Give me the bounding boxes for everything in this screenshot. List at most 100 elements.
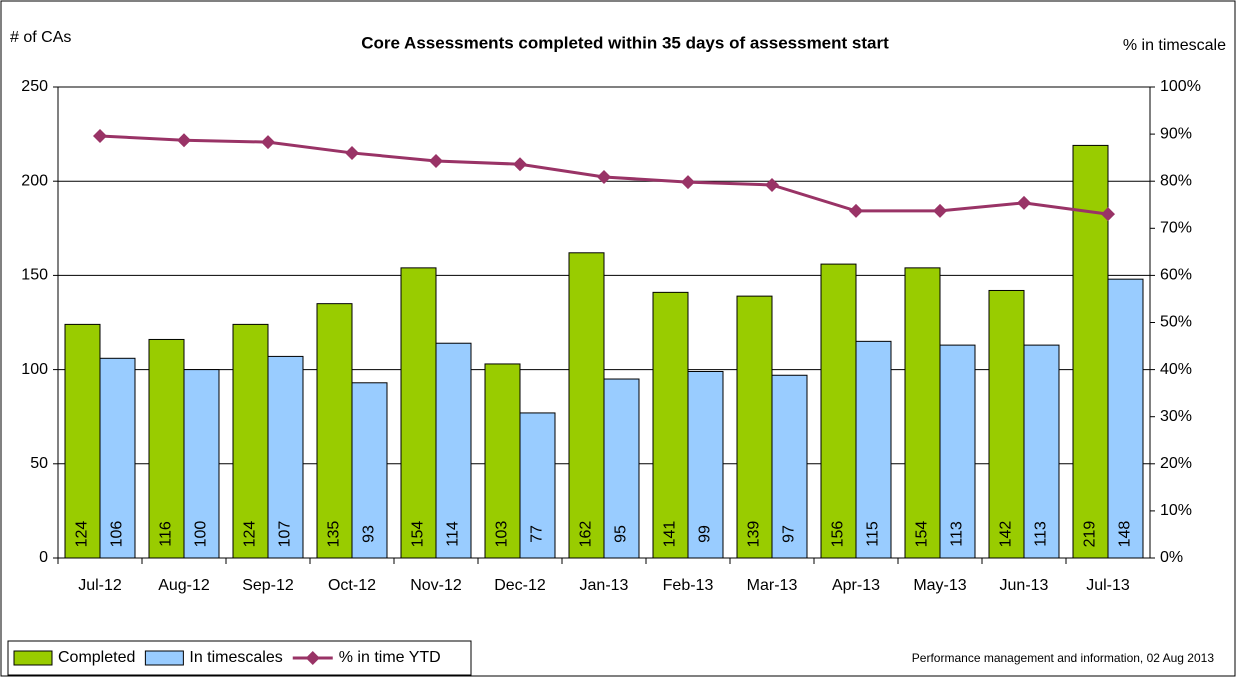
legend-label: % in time YTD [339,649,441,666]
y2-tick-label: 20% [1160,455,1192,472]
y-tick-label: 0 [39,549,48,566]
x-tick-label: Jun-13 [1000,577,1049,594]
bar [652,291,689,559]
bar-value-label: 114 [445,521,462,547]
legend-label: Completed [58,649,135,666]
bar-value-label: 115 [865,521,882,547]
bar-value-label: 162 [578,521,595,548]
bar [603,378,640,559]
bar-value-label: 219 [1082,521,1099,548]
bar-value-label: 95 [613,525,630,543]
line-marker [849,203,863,218]
bar [820,263,857,559]
y2-axis-title: % in timescale [1123,37,1226,54]
y2-tick-label: 40% [1160,361,1192,378]
bar-value-label: 107 [277,521,294,548]
source-note: Performance management and information, … [912,651,1215,665]
bar [1023,344,1060,559]
line-marker [93,128,107,143]
x-tick-label: Feb-13 [663,577,714,594]
bar [1072,144,1109,559]
bar [484,363,521,559]
y-tick-label: 50 [30,455,48,472]
bar-value-label: 77 [529,525,546,543]
y2-tick-label: 60% [1160,267,1192,284]
y2-tick-label: 100% [1160,78,1201,95]
bar-value-label: 154 [914,521,931,548]
bar [232,323,269,559]
chart-title: Core Assessments completed within 35 day… [361,33,889,52]
x-tick-label: Dec-12 [494,577,546,594]
legend-box [7,640,472,676]
bar [1107,278,1144,559]
y2-tick-label: 10% [1160,502,1192,519]
bar [519,412,556,559]
y2-tick-label: 90% [1160,125,1192,142]
bar-value-label: 124 [242,521,259,548]
line-marker [177,133,191,148]
bar-value-label: 141 [662,521,679,548]
y-tick-label: 200 [21,172,48,189]
line-marker [933,203,947,218]
bar-value-label: 135 [326,521,343,548]
bar-value-label: 97 [781,525,798,543]
bar-value-label: 99 [697,525,714,543]
y-axis-title: # of CAs [10,29,71,46]
x-tick-label: Mar-13 [747,577,798,594]
legend-swatch [13,650,53,666]
line-marker [1017,195,1031,210]
bar-value-label: 113 [949,521,966,547]
bar-value-label: 93 [361,525,378,543]
bar-value-label: 124 [74,521,91,548]
bar [904,267,941,559]
bar [771,374,808,559]
x-tick-label: Jul-12 [78,577,122,594]
line-marker [1101,207,1115,222]
y-tick-label: 250 [21,78,48,95]
line-marker [429,153,443,168]
bar [568,252,605,559]
y2-tick-label: 50% [1160,314,1192,331]
bar-value-label: 142 [998,521,1015,548]
y2-tick-label: 80% [1160,172,1192,189]
x-tick-label: Jan-13 [580,577,629,594]
bar [687,370,724,559]
line-marker [513,157,527,172]
bar [64,323,101,559]
bar [435,342,472,559]
bar [736,295,773,559]
line-marker [261,135,275,150]
bar-value-label: 106 [109,521,126,548]
line-marker [597,169,611,184]
x-tick-label: Nov-12 [410,577,462,594]
bar [855,340,892,559]
bar-value-label: 139 [746,521,763,548]
line-marker [681,175,695,190]
bar-value-label: 116 [158,521,175,547]
y2-tick-label: 30% [1160,408,1192,425]
legend-marker [305,651,320,665]
x-tick-label: Sep-12 [242,577,294,594]
bar-value-label: 103 [494,521,511,548]
bar [400,267,437,559]
bar-value-label: 100 [193,521,210,548]
bar [316,303,353,559]
line-marker [765,177,779,192]
legend-label: In timescales [189,649,282,666]
legend-swatch [144,650,184,666]
bar [99,357,136,559]
bar [988,289,1025,559]
y-tick-label: 150 [21,267,48,284]
y-tick-label: 100 [21,361,48,378]
bar-value-label: 148 [1117,521,1134,548]
bar [148,338,185,559]
x-tick-label: Aug-12 [158,577,210,594]
x-tick-label: Apr-13 [832,577,880,594]
x-tick-label: Jul-13 [1086,577,1130,594]
x-tick-label: Oct-12 [328,577,376,594]
line-marker [345,145,359,160]
bar-value-label: 113 [1033,521,1050,547]
y2-tick-label: 0% [1160,549,1183,566]
bar-value-label: 156 [830,521,847,548]
y2-tick-label: 70% [1160,220,1192,237]
